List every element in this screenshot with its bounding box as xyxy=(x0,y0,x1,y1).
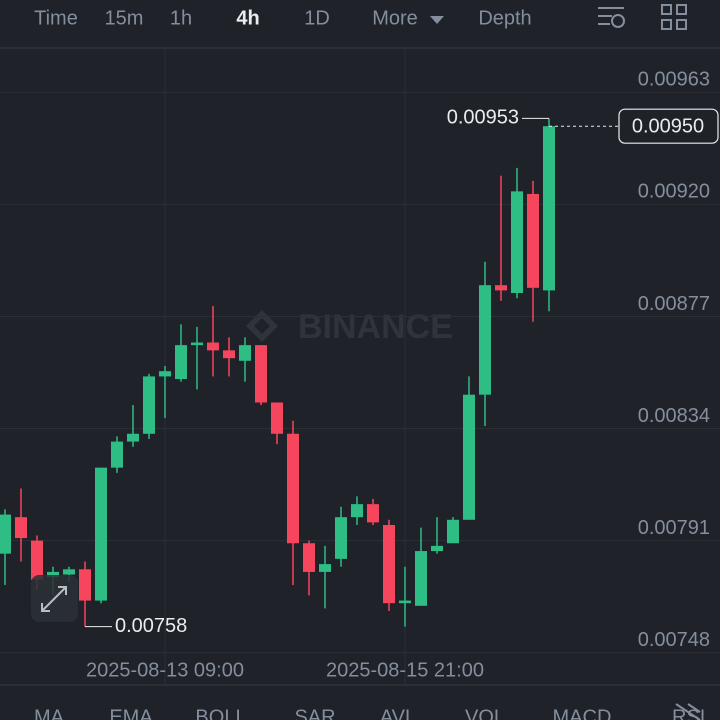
candle-body xyxy=(159,371,171,377)
watermark: BINANCE xyxy=(298,308,453,346)
timeframe-tab[interactable]: 4h xyxy=(236,7,259,29)
candle-body xyxy=(463,394,475,520)
candle-body xyxy=(367,504,379,523)
timeframe-tab[interactable]: More xyxy=(372,7,418,29)
candle-body xyxy=(335,517,347,559)
candle-body xyxy=(543,126,555,291)
more-caret xyxy=(430,16,444,24)
candle-body xyxy=(255,345,267,403)
last-price-box xyxy=(618,108,719,144)
timeframe-tab[interactable]: 15m xyxy=(105,7,144,29)
x-tick-label: 2025-08-13 09:00 xyxy=(86,659,244,681)
timeframe-tab[interactable]: Depth xyxy=(478,7,531,29)
candle-body xyxy=(495,285,507,291)
candle-body xyxy=(399,600,411,604)
indicator-tab[interactable]: MACD xyxy=(553,706,612,720)
layout-icon[interactable] xyxy=(661,4,687,30)
candle-body xyxy=(111,441,123,468)
min-label: 0.00758 xyxy=(115,615,187,637)
y-tick-label: 0.00748 xyxy=(638,629,710,651)
candle-body xyxy=(95,467,107,601)
candle-body xyxy=(207,342,219,351)
candle-body xyxy=(319,564,331,572)
candle-body xyxy=(527,193,539,288)
indicator-tab[interactable]: RSI xyxy=(672,706,705,720)
candle-body xyxy=(351,504,363,518)
indicator-tab[interactable]: SAR xyxy=(294,706,335,720)
y-tick-label: 0.00877 xyxy=(638,293,710,315)
y-tick-label: 0.00963 xyxy=(638,69,710,91)
candle-body xyxy=(143,376,155,434)
candle-body xyxy=(431,545,443,552)
candle-body xyxy=(31,540,43,580)
candle-body xyxy=(127,433,139,442)
settings-icon[interactable] xyxy=(598,7,625,28)
timeframe-tab[interactable]: 1h xyxy=(170,7,192,29)
indicator-icon[interactable] xyxy=(675,703,701,720)
candle-body xyxy=(271,402,283,434)
indicator-tab[interactable]: BOLL xyxy=(195,706,246,720)
candle-body xyxy=(383,525,395,604)
candle-body xyxy=(79,569,91,601)
candle-body xyxy=(47,571,59,578)
candle-body xyxy=(447,519,459,544)
candle-body xyxy=(15,517,27,539)
candle-body xyxy=(415,551,427,606)
candle-body xyxy=(479,285,491,395)
candle-body xyxy=(303,543,315,572)
y-tick-label: 0.00834 xyxy=(638,405,710,427)
max-label: 0.00953 xyxy=(447,107,519,129)
candle-body xyxy=(239,345,251,361)
candle-body xyxy=(63,569,75,575)
indicator-tab[interactable]: EMA xyxy=(109,706,153,720)
last-price-label: 0.00950 xyxy=(632,115,704,137)
candle-body xyxy=(223,350,235,359)
candle-body xyxy=(175,345,187,380)
expand-button[interactable] xyxy=(31,575,78,622)
candle-body xyxy=(191,342,203,346)
y-tick-label: 0.00920 xyxy=(638,181,710,203)
candle-body xyxy=(0,514,11,554)
watermark-logo xyxy=(246,310,278,342)
candle-body xyxy=(511,191,523,294)
indicator-tab[interactable]: VOL xyxy=(465,706,505,720)
indicator-tab[interactable]: MA xyxy=(34,706,65,720)
timeframe-tab[interactable]: 1D xyxy=(304,7,330,29)
timeframe-tab[interactable]: Time xyxy=(34,7,78,29)
candle-body xyxy=(287,433,299,544)
indicator-tab[interactable]: AVL xyxy=(380,706,416,720)
x-tick-label: 2025-08-15 21:00 xyxy=(326,659,484,681)
y-tick-label: 0.00791 xyxy=(638,517,710,539)
